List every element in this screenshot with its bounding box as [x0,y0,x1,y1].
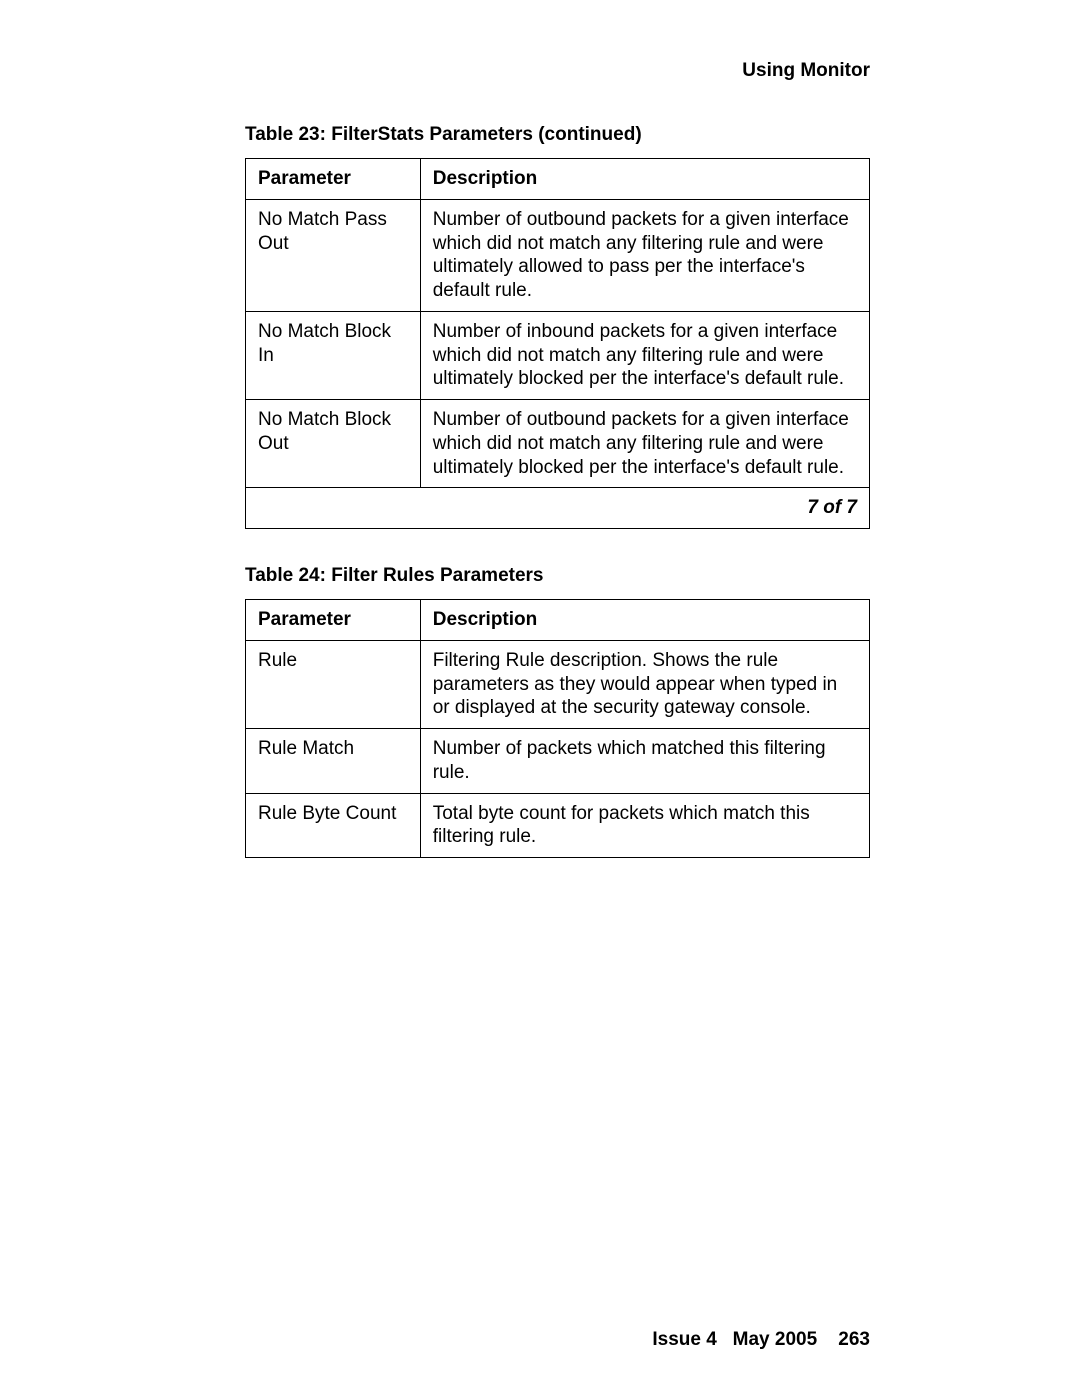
table23-header-row: Parameter Description [246,159,870,200]
cell-parameter: Rule Byte Count [246,793,421,858]
table23-col-parameter: Parameter [246,159,421,200]
table24-col-description: Description [420,600,869,641]
table-row: Rule Filtering Rule description. Shows t… [246,640,870,728]
pager-text: 7 of 7 [246,488,870,529]
cell-parameter: No Match Block Out [246,400,421,488]
cell-description: Filtering Rule description. Shows the ru… [420,640,869,728]
running-header: Using Monitor [245,60,870,82]
table-row: No Match Block Out Number of outbound pa… [246,400,870,488]
table-row: No Match Block In Number of inbound pack… [246,311,870,399]
table23-caption: Table 23: FilterStats Parameters (contin… [245,124,870,146]
table-row: No Match Pass Out Number of outbound pac… [246,199,870,311]
cell-description: Number of outbound packets for a given i… [420,199,869,311]
cell-parameter: Rule Match [246,729,421,794]
table24-caption: Table 24: Filter Rules Parameters [245,565,870,587]
page-footer: Issue 4 May 2005 263 [652,1329,870,1351]
table23-pager-row: 7 of 7 [246,488,870,529]
header-title: Using Monitor [742,60,870,81]
footer-page: 263 [838,1329,870,1350]
table23: Parameter Description No Match Pass Out … [245,158,870,529]
cell-description: Number of inbound packets for a given in… [420,311,869,399]
cell-description: Number of outbound packets for a given i… [420,400,869,488]
table24: Parameter Description Rule Filtering Rul… [245,599,870,858]
cell-parameter: No Match Block In [246,311,421,399]
page: Using Monitor Table 23: FilterStats Para… [0,0,1080,1397]
table23-col-description: Description [420,159,869,200]
table-row: Rule Byte Count Total byte count for pac… [246,793,870,858]
table24-header-row: Parameter Description [246,600,870,641]
footer-issue: Issue 4 [652,1329,716,1350]
cell-description: Number of packets which matched this fil… [420,729,869,794]
footer-date: May 2005 [733,1329,818,1350]
table24-col-parameter: Parameter [246,600,421,641]
cell-parameter: No Match Pass Out [246,199,421,311]
table-row: Rule Match Number of packets which match… [246,729,870,794]
cell-description: Total byte count for packets which match… [420,793,869,858]
cell-parameter: Rule [246,640,421,728]
